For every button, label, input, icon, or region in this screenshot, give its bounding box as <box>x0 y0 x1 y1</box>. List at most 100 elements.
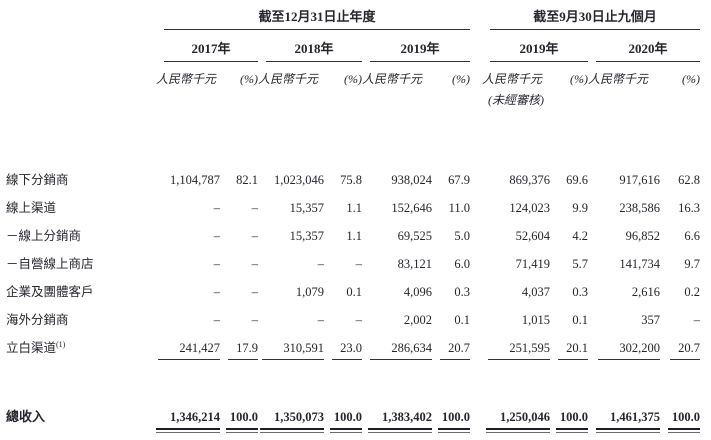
spacer <box>6 6 156 30</box>
cell: 0.1 <box>454 313 470 327</box>
double-rule-segment <box>438 428 470 433</box>
spacer <box>470 300 482 328</box>
cell: – <box>251 257 258 271</box>
currency-label: 人民幣千元 <box>362 72 423 86</box>
cell: – <box>251 201 258 215</box>
group-header-annual-cell: 截至12月31日止年度 <box>156 6 470 30</box>
cell: 5.7 <box>572 257 588 271</box>
cell: 69,525 <box>397 229 432 243</box>
cell: 100.0 <box>441 410 470 424</box>
cell: – <box>213 285 220 299</box>
cell: 83,121 <box>397 257 432 271</box>
cell: 2,616 <box>631 285 660 299</box>
cell: 1,250,046 <box>500 410 550 424</box>
double-rule-segment <box>156 428 220 433</box>
cell: 4,037 <box>521 285 550 299</box>
cell: 1,104,787 <box>170 173 220 187</box>
row-label: 線上渠道 <box>6 201 57 215</box>
cell: 869,376 <box>509 173 550 187</box>
footnote-marker: (1) <box>56 339 66 349</box>
cell: 938,024 <box>391 173 432 187</box>
total-row: 總收入 1,346,214 100.0 1,350,073 100.0 1,38… <box>6 403 700 425</box>
cell: 69.6 <box>566 173 588 187</box>
cell: 141,734 <box>619 257 660 271</box>
year-2019-cell: 2019年 <box>362 30 470 62</box>
row-label: 立白渠道(1) <box>6 328 156 356</box>
cell: 20.7 <box>448 341 470 355</box>
spacer <box>6 356 156 363</box>
unaudited-note-row: (未經審核) <box>6 87 700 108</box>
spacer <box>6 87 482 108</box>
cell: 20.1 <box>566 341 588 355</box>
cell: 11.0 <box>448 201 470 215</box>
cell: 96,852 <box>625 229 660 243</box>
group-header-row: 截至12月31日止年度 截至9月30日止九個月 <box>6 6 700 30</box>
cell: 67.9 <box>448 173 470 187</box>
cell: 100.0 <box>559 410 588 424</box>
double-rule-segment <box>260 428 324 433</box>
cell: 52,604 <box>515 229 550 243</box>
cell: – <box>317 313 324 327</box>
double-rule-segment <box>556 428 588 433</box>
table-row: 線上渠道 – – 15,357 1.1 152,646 11.0 124,023… <box>6 188 700 216</box>
cell: 0.1 <box>572 313 588 327</box>
cell: 15,357 <box>289 229 324 243</box>
spacer <box>470 425 482 437</box>
cell: 1,461,375 <box>610 410 660 424</box>
cell: – <box>213 257 220 271</box>
group-header-nine-months: 截至9月30日止九個月 <box>490 6 700 30</box>
cell: 75.8 <box>340 173 362 187</box>
spacer <box>6 425 156 437</box>
double-rule-segment <box>486 428 550 433</box>
rule-segment <box>332 359 362 360</box>
cell: 917,616 <box>619 173 660 187</box>
year-2018-cell: 2018年 <box>258 30 362 62</box>
cell: 0.1 <box>346 285 362 299</box>
document-page: { "table": { "group_headers": [ { "title… <box>0 6 711 440</box>
spacer <box>470 62 482 87</box>
spacer <box>550 87 700 108</box>
row-label: 海外分銷商 <box>6 313 69 327</box>
rule-segment <box>558 359 588 360</box>
year-2020-9m: 2020年 <box>596 30 700 62</box>
percent-label: (%) <box>240 72 258 86</box>
cell: 5.0 <box>454 229 470 243</box>
spacer <box>6 30 156 62</box>
row-label: －自營線上商店 <box>6 257 94 271</box>
cell: 15,357 <box>289 201 324 215</box>
cell: 124,023 <box>509 201 550 215</box>
group-header-nine-months-cell: 截至9月30日止九個月 <box>482 6 700 30</box>
cell: 100.0 <box>333 410 362 424</box>
currency-label: 人民幣千元 <box>156 72 217 86</box>
cell: 23.0 <box>340 341 362 355</box>
cell: 302,200 <box>619 341 660 355</box>
cell: 1,015 <box>521 313 550 327</box>
subtotal-rule-row <box>6 356 700 363</box>
row-label-text: 立白渠道 <box>6 341 57 355</box>
cell: 152,646 <box>391 201 432 215</box>
cell: 100.0 <box>671 410 700 424</box>
spacer <box>470 6 482 30</box>
double-rule-segment <box>368 428 432 433</box>
rule-segment <box>370 359 432 360</box>
cell: 357 <box>641 313 660 327</box>
cell: 6.6 <box>684 229 700 243</box>
cell: – <box>317 257 324 271</box>
table-row: －自營線上商店 – – – – 83,121 6.0 71,419 5.7 14… <box>6 244 700 272</box>
cell: 20.7 <box>678 341 700 355</box>
percent-label: (%) <box>682 72 700 86</box>
rule-segment <box>440 359 470 360</box>
year-2019: 2019年 <box>370 30 470 62</box>
double-rule-segment <box>668 428 700 433</box>
percent-label: (%) <box>452 72 470 86</box>
cell: – <box>355 313 362 327</box>
spacer <box>470 244 482 272</box>
cell: 1.1 <box>346 229 362 243</box>
spacer <box>470 188 482 216</box>
total-double-rule-row <box>6 425 700 437</box>
rule-segment <box>158 359 220 360</box>
double-rule-segment <box>330 428 362 433</box>
spacer <box>6 62 156 87</box>
cell: 238,586 <box>619 201 660 215</box>
cell: 17.9 <box>236 341 258 355</box>
